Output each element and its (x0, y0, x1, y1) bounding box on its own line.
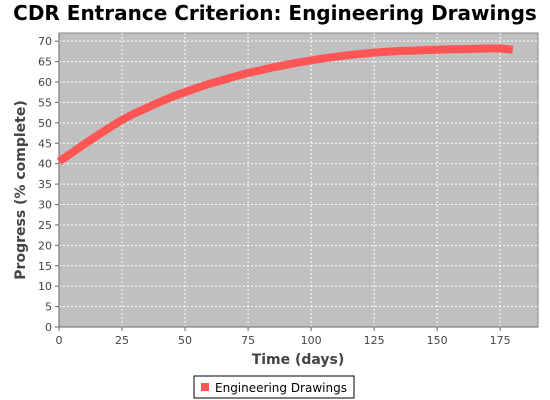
y-tick-label: 65 (38, 56, 52, 69)
x-tick-label: 175 (490, 334, 511, 347)
y-tick-label: 40 (38, 158, 52, 171)
x-tick-label: 75 (241, 334, 255, 347)
x-tick-label: 125 (364, 334, 385, 347)
y-axis-ticks: 0 5 10 15 20 25 30 35 40 45 50 55 60 65 70 (38, 35, 59, 334)
y-tick-label: 30 (38, 199, 52, 212)
x-tick-label: 150 (427, 334, 448, 347)
legend: Engineering Drawings (193, 375, 355, 399)
y-tick-label: 20 (38, 239, 52, 252)
x-tick-label: 50 (178, 334, 192, 347)
legend-box (193, 375, 355, 399)
y-tick-label: 50 (38, 117, 52, 130)
y-tick-label: 10 (38, 280, 52, 293)
y-tick-label: 60 (38, 76, 52, 89)
y-tick-label: 0 (45, 321, 52, 334)
y-tick-label: 70 (38, 35, 52, 48)
legend-swatch (201, 383, 209, 391)
y-axis-label: Progress (% complete) (13, 100, 29, 279)
legend-label: Engineering Drawings (215, 381, 347, 395)
y-tick-label: 55 (38, 96, 52, 109)
series-layer (56, 44, 514, 165)
x-tick-label: 25 (115, 334, 129, 347)
x-axis-label: Time (days) (252, 352, 345, 368)
plot-area (58, 32, 539, 328)
y-tick-label: 25 (38, 219, 52, 232)
series-line-0 (56, 44, 514, 165)
chart-title: CDR Entrance Criterion: Engineering Draw… (13, 1, 537, 25)
grid-lines (58, 33, 538, 328)
y-tick-label: 15 (38, 260, 52, 273)
y-tick-label: 45 (38, 137, 52, 150)
y-tick-label: 5 (45, 301, 52, 314)
x-tick-label: 100 (301, 334, 322, 347)
x-axis-ticks: 0 25 50 75 100 125 150 175 (56, 327, 511, 347)
y-tick-label: 35 (38, 178, 52, 191)
x-tick-label: 0 (56, 334, 63, 347)
